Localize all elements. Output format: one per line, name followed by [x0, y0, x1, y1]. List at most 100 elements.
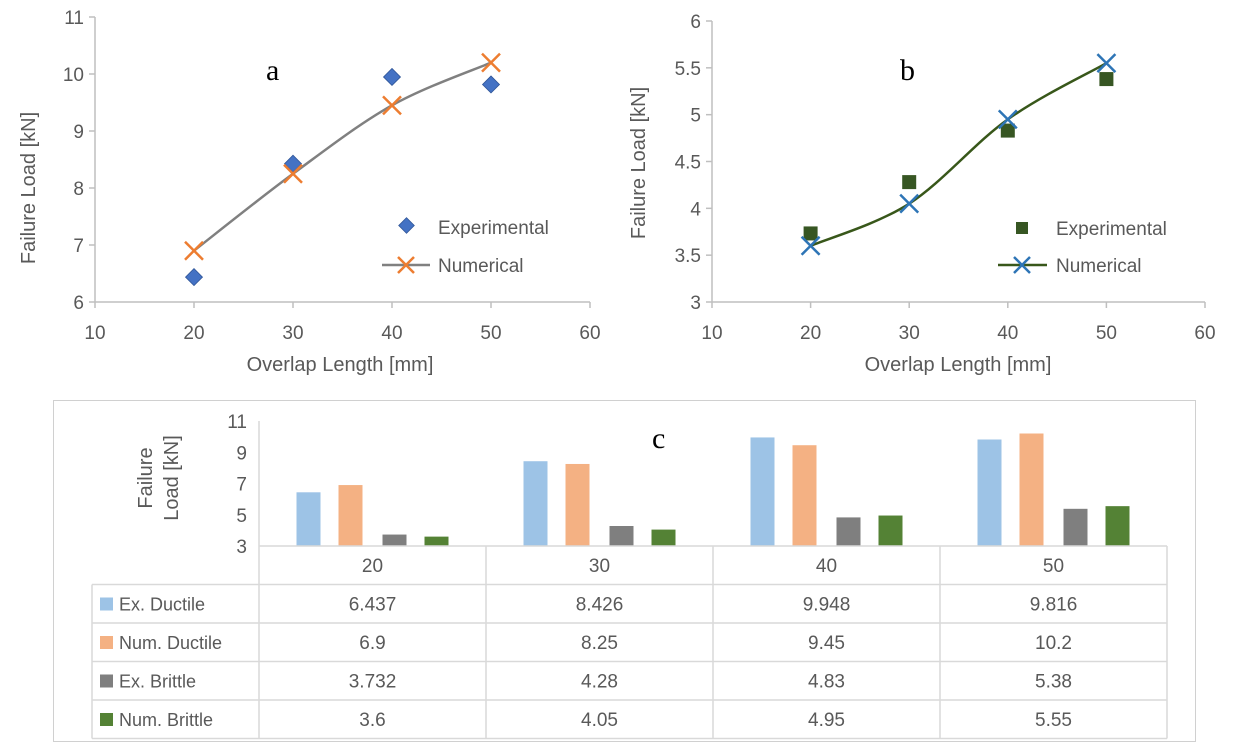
x-tick-label: 50 [480, 323, 501, 344]
y-tick-label: 11 [227, 412, 247, 433]
bar [424, 536, 449, 546]
table-cell: 4.05 [581, 710, 618, 731]
table-column-header: 40 [816, 556, 837, 577]
table-row-label: Ex. Brittle [119, 672, 196, 692]
chart-b: 10 20 30 40 50 60 3 3.5 4 4.5 5 5.5 6 b Overlap Leng… [628, 12, 1216, 376]
bar [977, 439, 1002, 546]
experimental-point [1000, 123, 1015, 138]
numerical-point [1096, 53, 1117, 74]
table-cell: 6.9 [359, 633, 385, 654]
numerical-point [899, 193, 920, 214]
x-tick-label: 40 [381, 323, 402, 344]
x-tick-label: 20 [183, 323, 204, 344]
bar [609, 526, 634, 546]
chart-c-frame [53, 400, 1196, 742]
table-cell: 9.948 [803, 595, 851, 616]
bar [878, 515, 903, 546]
x-tick-label: 10 [84, 323, 105, 344]
y-tick-label: 5 [690, 106, 701, 127]
experimental-point [382, 67, 402, 87]
legend-numerical-label: Numerical [438, 256, 524, 277]
table-cell: 8.25 [581, 633, 618, 654]
table-column-header: 50 [1043, 556, 1064, 577]
legend-experimental-marker-icon [1016, 222, 1028, 234]
bar [750, 437, 775, 546]
experimental-point [481, 75, 501, 94]
panel-letter-c: c [652, 422, 665, 455]
y-tick-label: 6 [690, 12, 701, 33]
legend-numerical-marker-icon [1013, 256, 1031, 274]
legend-swatch-icon [100, 636, 113, 649]
table-row-label: Ex. Ductile [119, 595, 205, 615]
numerical-point [481, 52, 501, 73]
numerical-series-line [810, 62, 1108, 247]
chart-a-y-axis-label: Failure Load [kN] [18, 112, 40, 264]
table-cell: 6.437 [349, 595, 397, 616]
y-tick-label: 4 [690, 199, 701, 220]
y-tick-label: 5.5 [675, 59, 701, 80]
y-tick-label: 9 [236, 443, 247, 464]
chart-b-legend: Experimental Numerical [998, 219, 1167, 277]
y-tick-label: 3.5 [675, 246, 701, 267]
bar [296, 492, 321, 546]
y-tick-label: 3 [236, 537, 247, 558]
x-tick-label: 30 [282, 323, 303, 344]
table-cell: 8.426 [576, 595, 624, 616]
y-tick-label: 9 [73, 122, 84, 143]
chart-a: 10 20 30 40 50 60 6 7 8 9 10 11 a Overlap Length [m… [18, 8, 600, 376]
x-tick-label: 60 [579, 323, 600, 344]
bar [565, 463, 590, 546]
table-row-label: Num. Ductile [119, 633, 222, 653]
x-tick-label: 30 [899, 323, 920, 344]
experimental-point [184, 268, 204, 287]
numerical-point [283, 163, 303, 184]
x-tick-label: 40 [997, 323, 1018, 344]
chart-c-y-axis-label-line2: Load [kN] [161, 435, 183, 521]
y-tick-label: 3 [690, 293, 701, 314]
x-tick-label: 60 [1194, 323, 1215, 344]
table-row-label: Num. Brittle [119, 710, 213, 730]
table-cell: 4.83 [808, 672, 845, 693]
legend-experimental-label: Experimental [1056, 219, 1167, 240]
table-cell: 3.6 [359, 710, 385, 731]
bar [836, 517, 861, 546]
y-tick-label: 7 [236, 475, 247, 496]
panel-letter-b: b [900, 54, 915, 87]
legend-swatch-icon [100, 597, 113, 611]
legend-numerical-label: Numerical [1056, 256, 1142, 277]
table-cell: 5.55 [1035, 710, 1072, 731]
bar [1063, 508, 1088, 546]
chart-a-x-axis-label: Overlap Length [mm] [247, 354, 434, 376]
table-cell: 3.732 [349, 672, 397, 693]
table-cell: 4.95 [808, 710, 845, 731]
experimental-point [1099, 72, 1114, 87]
bar [1019, 433, 1044, 546]
legend-numerical-marker-icon [397, 256, 415, 274]
numerical-point [382, 95, 402, 116]
bar [1105, 506, 1130, 546]
bar [651, 529, 676, 546]
numerical-point [184, 240, 204, 261]
y-tick-label: 10 [63, 65, 84, 86]
legend-experimental-label: Experimental [438, 218, 549, 239]
x-tick-label: 10 [701, 323, 722, 344]
table-column-header: 20 [362, 556, 383, 577]
y-tick-label: 11 [64, 8, 84, 29]
y-tick-label: 6 [73, 293, 84, 314]
table-column-header: 30 [589, 556, 610, 577]
numerical-point [997, 109, 1018, 130]
y-tick-label: 8 [73, 179, 84, 200]
chart-c-y-axis-label-line1: Failure [135, 447, 157, 508]
y-tick-label: 5 [236, 506, 247, 527]
numerical-point [800, 235, 821, 256]
bar [523, 461, 548, 546]
table-cell: 4.28 [581, 672, 618, 693]
chart-b-x-axis-label: Overlap Length [mm] [865, 354, 1052, 376]
table-cell: 9.816 [1030, 595, 1078, 616]
legend-experimental-marker-icon [398, 217, 415, 234]
y-tick-label: 4.5 [675, 153, 701, 174]
x-tick-label: 20 [800, 323, 821, 344]
experimental-point [902, 175, 917, 190]
bar [792, 445, 817, 546]
